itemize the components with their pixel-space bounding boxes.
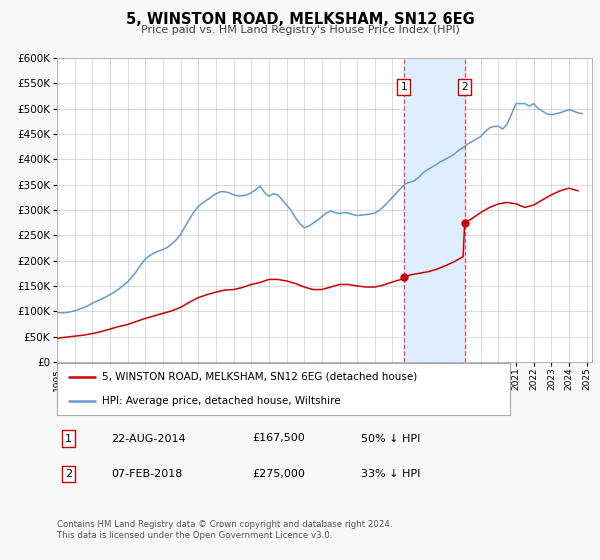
Bar [404,58,464,362]
Text: This data is licensed under the Open Government Licence v3.0.: This data is licensed under the Open Gov… [57,531,332,540]
Text: HPI: Average price, detached house, Wiltshire: HPI: Average price, detached house, Wilt… [103,396,341,407]
Text: 1: 1 [400,82,407,92]
Text: 50% ↓ HPI: 50% ↓ HPI [361,433,420,444]
Text: 33% ↓ HPI: 33% ↓ HPI [361,469,420,479]
Text: Contains HM Land Registry data © Crown copyright and database right 2024.: Contains HM Land Registry data © Crown c… [57,520,392,529]
Text: 5, WINSTON ROAD, MELKSHAM, SN12 6EG (detached house): 5, WINSTON ROAD, MELKSHAM, SN12 6EG (det… [103,371,418,381]
Text: 1: 1 [65,433,72,444]
Text: £275,000: £275,000 [252,469,305,479]
Text: 07-FEB-2018: 07-FEB-2018 [112,469,183,479]
Text: 22-AUG-2014: 22-AUG-2014 [112,433,186,444]
Text: 5, WINSTON ROAD, MELKSHAM, SN12 6EG: 5, WINSTON ROAD, MELKSHAM, SN12 6EG [125,12,475,27]
Text: Price paid vs. HM Land Registry's House Price Index (HPI): Price paid vs. HM Land Registry's House … [140,25,460,35]
Text: 2: 2 [65,469,72,479]
Text: 2: 2 [461,82,468,92]
Text: £167,500: £167,500 [252,433,305,444]
